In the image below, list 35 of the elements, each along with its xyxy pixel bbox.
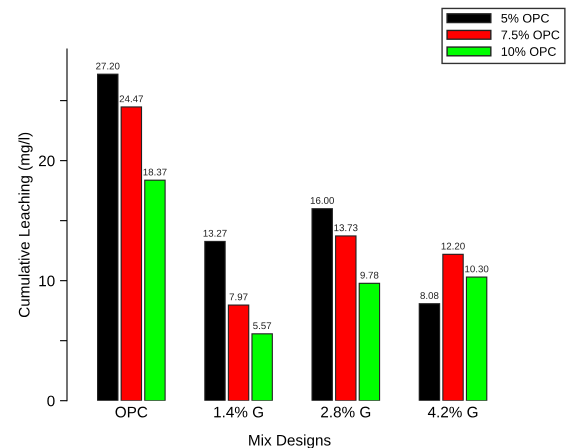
data-label: 24.47 (120, 95, 144, 102)
data-label: 16.00 (310, 197, 334, 204)
bar (97, 74, 118, 401)
y-tick-label: 10 (39, 276, 55, 286)
bar (335, 235, 357, 401)
bar (418, 303, 440, 401)
bar (358, 282, 380, 401)
bar (251, 333, 273, 401)
y-tick-label: 20 (38, 156, 55, 166)
data-label: 5.57 (253, 322, 272, 330)
bar (442, 254, 464, 401)
bar (466, 276, 488, 401)
data-label: 7.97 (230, 293, 248, 300)
data-label: 13.27 (204, 230, 227, 237)
legend-label: 7.5% OPC (501, 30, 560, 40)
legend-label: 10% OPC (502, 47, 556, 56)
y-axis-title: Cumulative Leaching (mg/l) (18, 132, 33, 318)
data-label: 12.20 (442, 242, 465, 250)
legend-label: 5% OPC (501, 14, 549, 23)
data-label: 8.08 (420, 292, 438, 300)
x-tick-label: 4.2% G (428, 406, 478, 418)
bar (144, 180, 166, 401)
x-tick-label: 2.8% G (321, 406, 370, 418)
data-label: 13.73 (334, 224, 358, 232)
x-tick-label: OPC (116, 406, 148, 418)
data-label: 9.78 (360, 272, 378, 279)
y-tick-label: 0 (47, 396, 55, 406)
x-tick-label: 1.4% G (214, 406, 263, 418)
bar (120, 106, 142, 401)
bar (311, 208, 333, 401)
data-label: 10.30 (465, 265, 488, 272)
bar (228, 304, 250, 401)
data-label: 18.37 (144, 168, 167, 176)
data-label: 27.20 (96, 62, 120, 70)
bar (204, 240, 226, 401)
